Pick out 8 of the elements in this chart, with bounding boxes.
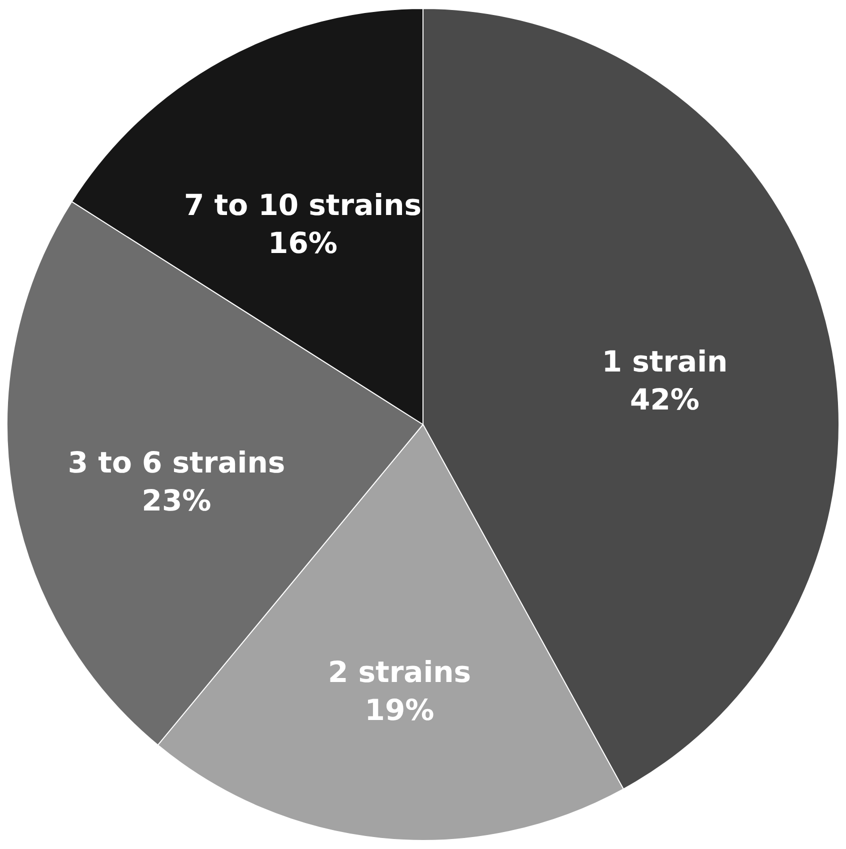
data-label: 42% xyxy=(630,382,700,416)
slice-label: 7 to 10 strains xyxy=(184,188,422,222)
data-label: 19% xyxy=(364,692,434,727)
data-label: 16% xyxy=(268,226,338,260)
slice-label: 1 strain xyxy=(602,344,728,378)
slice-label: 2 strains xyxy=(328,654,472,689)
data-label: 23% xyxy=(142,484,212,518)
slice-label: 3 to 6 strains xyxy=(68,446,286,480)
